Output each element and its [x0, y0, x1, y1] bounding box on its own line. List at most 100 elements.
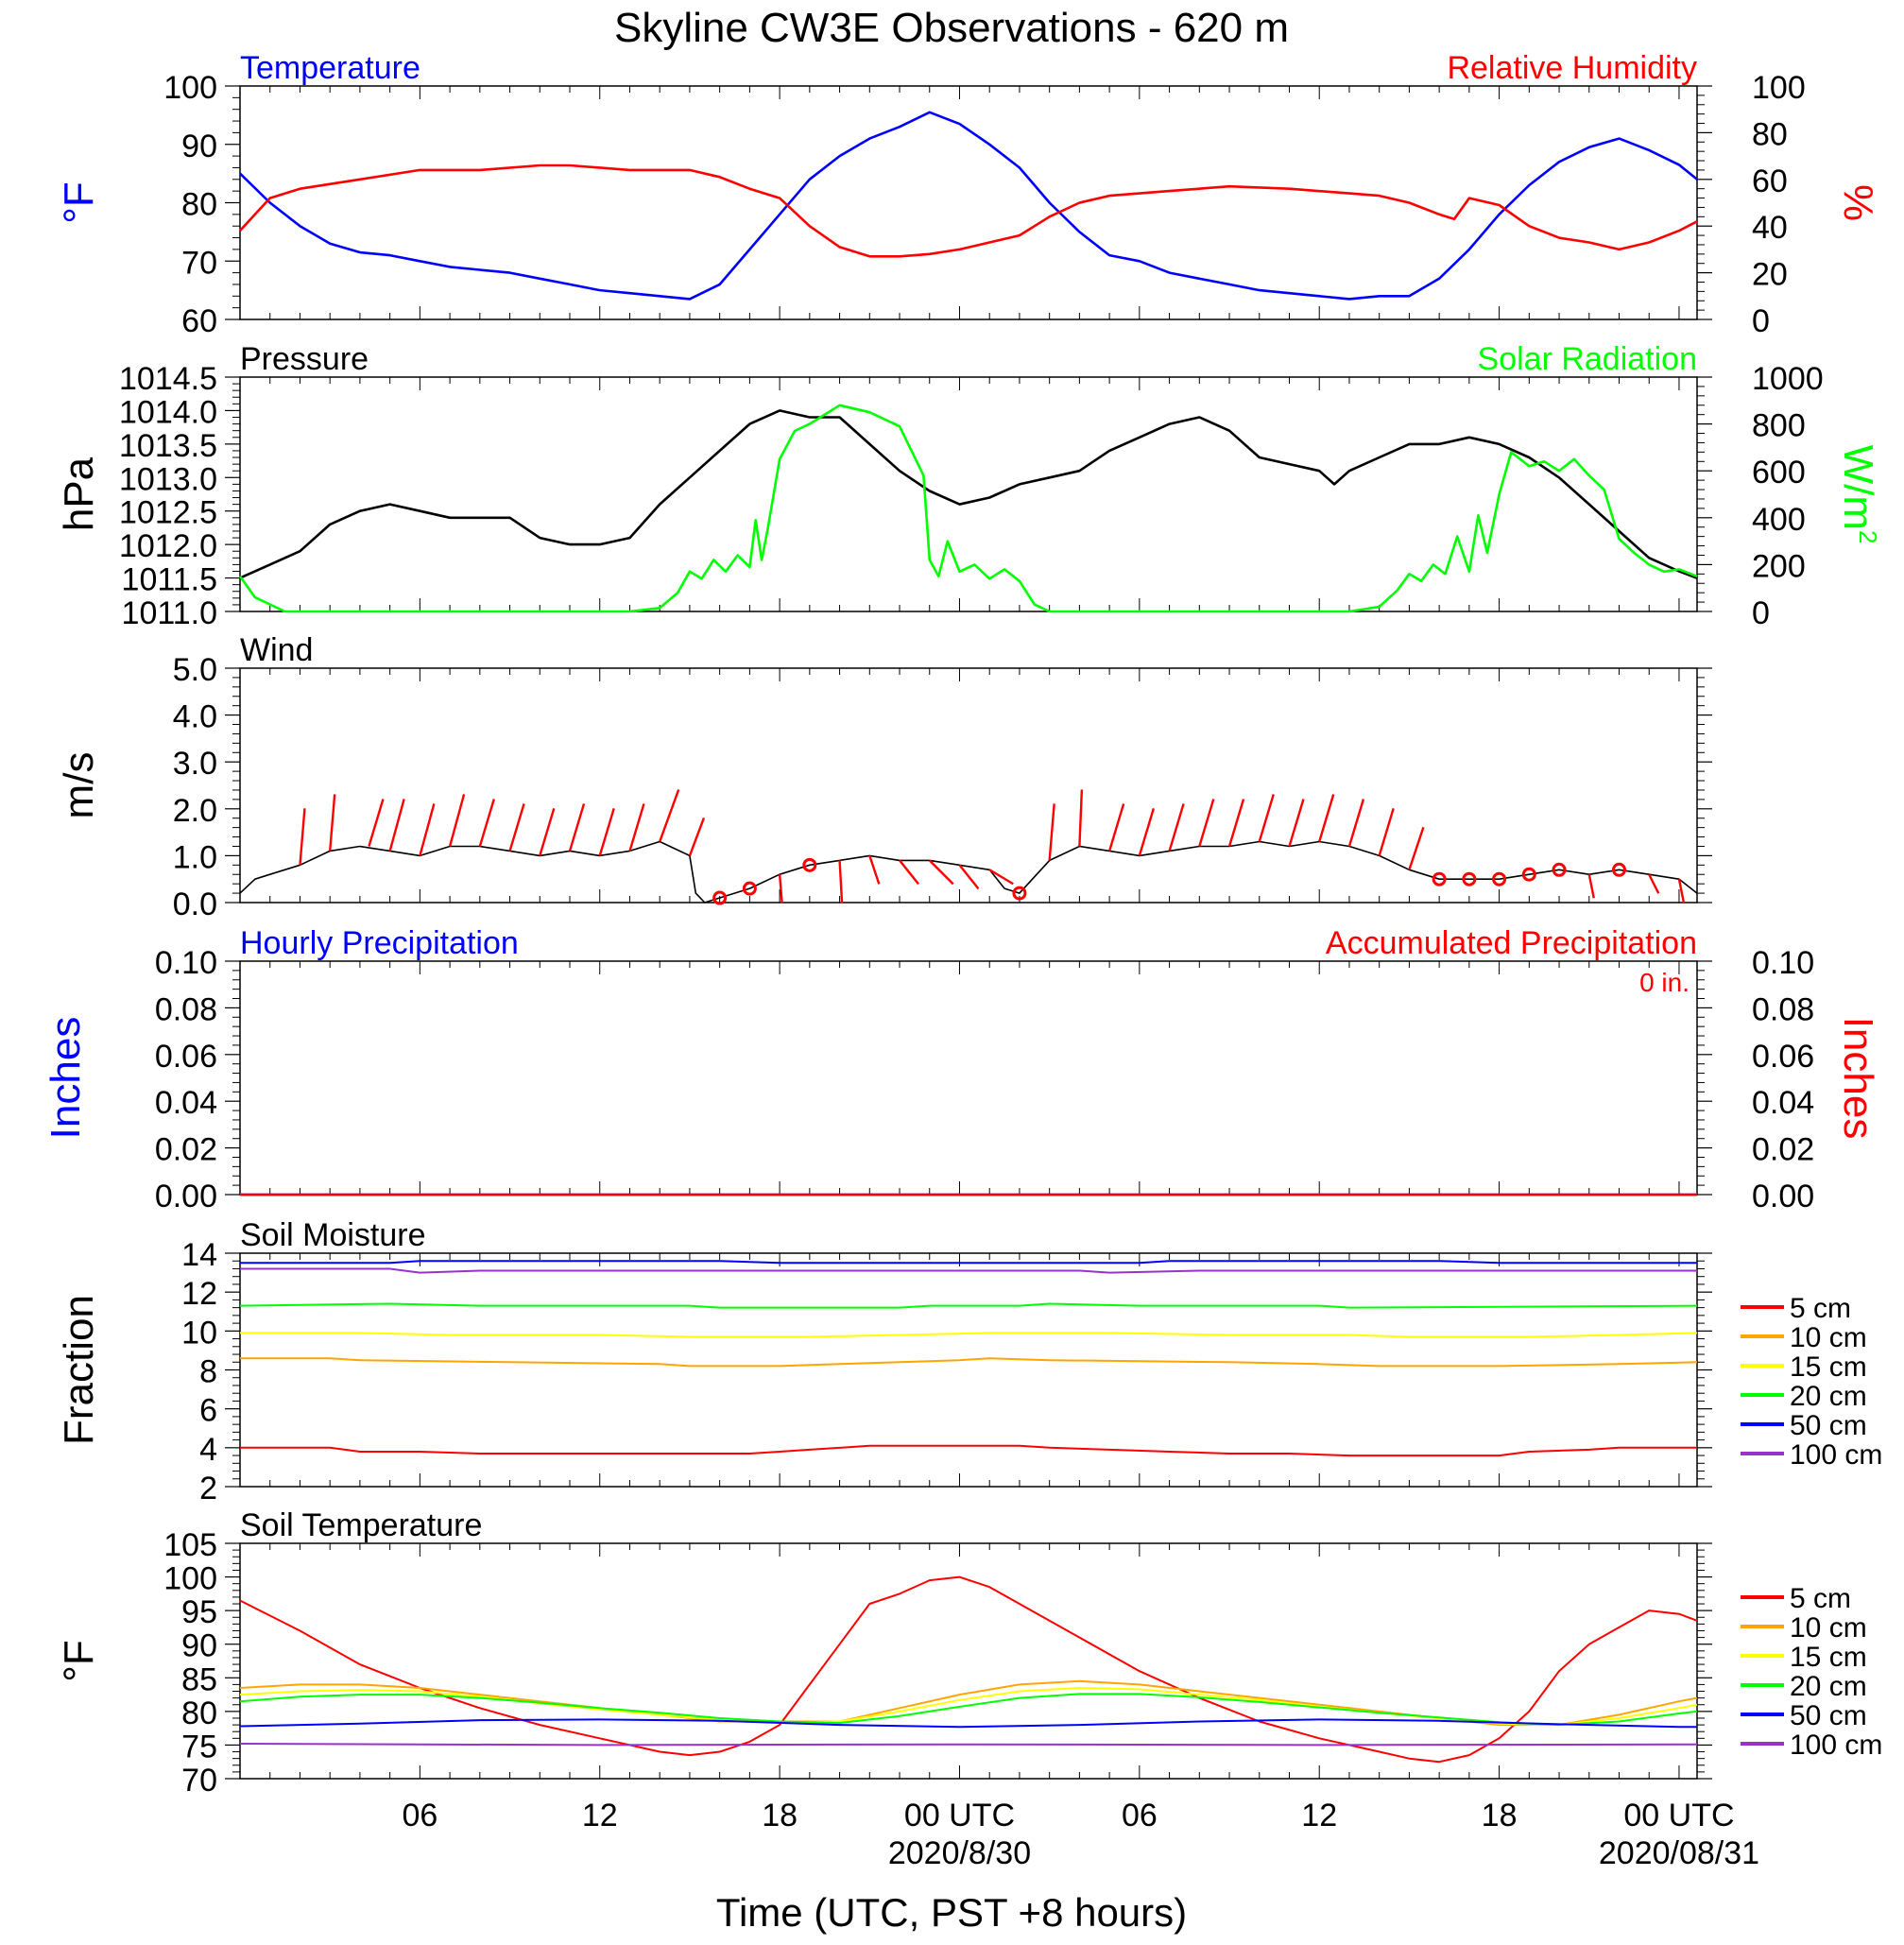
y-tick-label: 1011.5	[122, 562, 217, 598]
legend-label: 50 cm	[1790, 1700, 1867, 1731]
legend-label: 5 cm	[1790, 1293, 1851, 1324]
wind-barb	[419, 803, 436, 856]
y-tick-label: 1011.0	[122, 595, 217, 631]
wind-barb	[1318, 794, 1335, 842]
x-tick-label: 12	[1301, 1798, 1337, 1833]
legend-label: 100 cm	[1790, 1730, 1882, 1761]
y-tick-label-right: 0	[1752, 303, 1770, 339]
x-tick-label: 06	[1122, 1798, 1158, 1833]
wind-barb	[659, 789, 680, 842]
y-tick-label: 1012.0	[119, 528, 217, 564]
wind-barb	[478, 799, 495, 847]
wind-barb	[1078, 789, 1084, 847]
series-pressure	[239, 409, 1698, 579]
panel-title-right: Relative Humidity	[1447, 50, 1697, 86]
y-tick-label: 4	[199, 1432, 217, 1468]
panel-pres: 1014.51014.01013.51013.01012.51012.01011…	[56, 341, 1882, 631]
wind-calm-marker	[742, 881, 757, 896]
figure-title: Skyline CW3E Observations - 620 m	[614, 5, 1289, 51]
y-tick-label: 2	[199, 1471, 217, 1506]
x-tick-label: 00 UTC	[904, 1798, 1015, 1833]
y-tick-label-right: 0.06	[1752, 1039, 1814, 1075]
superscript: 2	[1854, 530, 1882, 543]
wind-barb	[928, 859, 954, 886]
y-tick-label: 70	[181, 1763, 217, 1799]
y-tick-label: 0.04	[155, 1085, 217, 1121]
y-tick-label: 1014.0	[119, 394, 217, 430]
y-tick-label: 0.00	[155, 1179, 217, 1214]
y-tick-label-right: 200	[1752, 548, 1806, 584]
y-tick-label-right: 600	[1752, 455, 1806, 491]
y-tick-label: 70	[181, 245, 217, 281]
series-relative-humidity	[239, 164, 1698, 258]
y-tick-label: 60	[181, 303, 217, 339]
wind-barb	[1587, 874, 1595, 899]
x-axis-label: Time (UTC, PST +8 hours)	[716, 1890, 1187, 1935]
y-tick-label: 0.0	[173, 886, 217, 922]
series-temperature	[239, 111, 1698, 301]
x-date-label: 2020/08/31	[1599, 1835, 1759, 1871]
y-tick-label: 80	[181, 1695, 217, 1731]
wind-calm-marker	[802, 857, 817, 872]
y-tick-label-right: 0.10	[1752, 945, 1814, 981]
wind-barb	[1198, 799, 1215, 847]
y-axis-label-left: hPa	[56, 456, 102, 531]
x-tick-label: 12	[582, 1798, 618, 1833]
panel-title-right: Accumulated Precipitation	[1326, 925, 1697, 961]
y-tick-label-right: 80	[1752, 116, 1788, 152]
series-100-cm	[240, 1267, 1697, 1274]
series-100-cm	[239, 1743, 1698, 1747]
y-tick-label: 80	[181, 187, 217, 223]
legend-label: 15 cm	[1790, 1351, 1867, 1383]
wind-barb	[958, 864, 980, 890]
wind-barb	[328, 794, 336, 852]
wind-calm-marker	[1432, 871, 1447, 886]
panel-title-left: Soil Temperature	[240, 1507, 482, 1543]
y-tick-label: 5.0	[173, 652, 217, 688]
wind-barb	[899, 859, 919, 886]
series-5-cm	[240, 1444, 1697, 1457]
wind-barb	[838, 860, 844, 904]
y-tick-label-right: 1000	[1752, 361, 1824, 397]
plot-frame	[239, 1252, 1698, 1488]
y-tick-label-right: 20	[1752, 257, 1788, 293]
x-tick-label: 18	[762, 1798, 798, 1833]
wind-barb	[1138, 808, 1156, 856]
y-tick-label: 75	[181, 1729, 217, 1764]
x-tick-label: 18	[1482, 1798, 1518, 1833]
wind-barb	[778, 874, 783, 904]
series-50-cm	[239, 1718, 1697, 1729]
panel-wind: 5.0 4.0 3.0 2.0 1.0 0.0 Wind m/s	[56, 632, 1712, 922]
y-tick-label: 1013.5	[119, 428, 217, 464]
y-tick-label-right: 0.00	[1752, 1179, 1814, 1214]
y-tick-label-right: 0	[1752, 595, 1770, 631]
legend-label: 50 cm	[1790, 1410, 1867, 1441]
series-10-cm	[240, 1357, 1698, 1368]
y-axis-label-left: m/s	[56, 752, 102, 819]
y-axis-label-left: Inches	[43, 1017, 89, 1140]
y-tick-label: 90	[181, 1628, 217, 1664]
y-tick-label: 3.0	[173, 746, 217, 782]
y-tick-label-right: 60	[1752, 164, 1788, 199]
y-tick-label: 2.0	[173, 793, 217, 829]
wind-barb	[568, 803, 586, 852]
y-axis-label-right: Inches	[1835, 1017, 1881, 1140]
x-tick-label: 00 UTC	[1623, 1798, 1734, 1833]
y-tick-label: 85	[181, 1661, 217, 1697]
plot-frame	[239, 667, 1698, 904]
wind-calm-marker	[1521, 867, 1536, 882]
y-tick-label: 1014.5	[119, 361, 217, 397]
y-tick-label: 10	[181, 1315, 217, 1351]
wind-barb	[448, 794, 466, 847]
y-tick-label-right: 800	[1752, 408, 1806, 444]
series-wind	[239, 840, 1698, 904]
wind-barb	[988, 869, 1014, 886]
wind-barb	[1258, 794, 1275, 842]
wind-barb	[688, 817, 706, 856]
wind-barb	[368, 799, 385, 847]
